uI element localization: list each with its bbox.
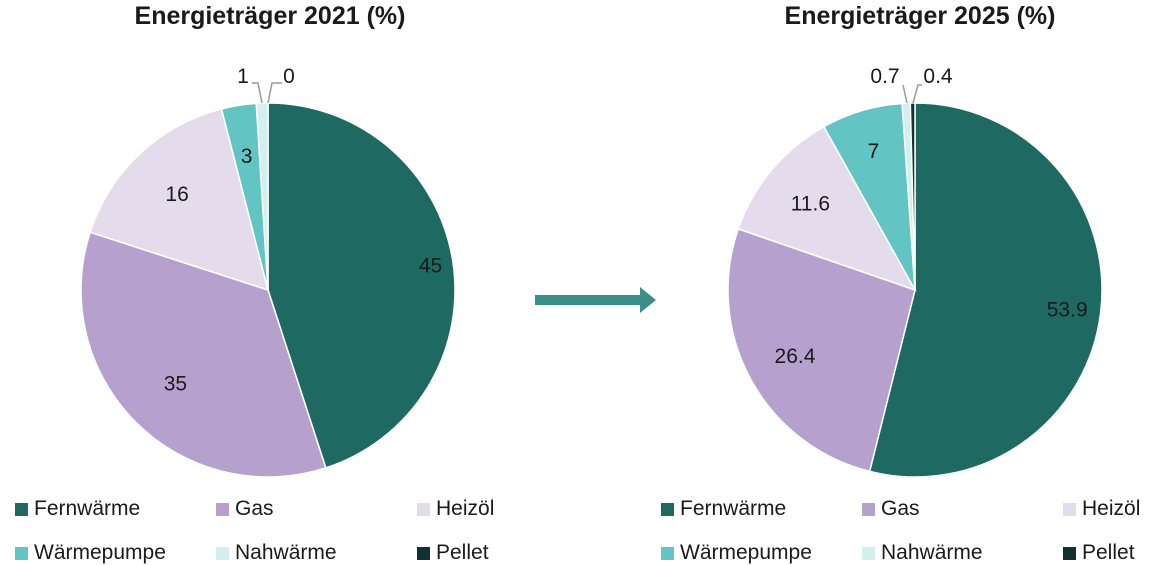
legend-label: Gas [881, 497, 920, 520]
legend-label: Nahwärme [235, 541, 337, 564]
data-label-nahwaerme-2021: 1 [237, 65, 249, 88]
pie-2025: 53.9 26.4 11.6 7 0.7 0.4 [727, 65, 1103, 478]
data-label-fernwaerme-2025: 53.9 [1047, 299, 1088, 322]
legend-label: Heizöl [1082, 497, 1141, 520]
data-label-gas-2021: 35 [164, 373, 187, 396]
pie-slice-gas-2021 [80, 231, 327, 478]
data-label-heizoel-2025: 11.6 [791, 192, 830, 215]
legend-label: Pellet [436, 541, 489, 564]
legend-swatch [661, 546, 674, 560]
legend-item-gas-2025: Gas [862, 497, 920, 521]
legend-label: Nahwärme [881, 541, 983, 564]
arrow-right-icon [535, 287, 656, 313]
legend-item-heizoel-2021: Heizöl [417, 497, 494, 521]
legend-swatch [15, 546, 28, 560]
pie-slice-heizoel-2021 [89, 107, 270, 292]
pie-slice-fernwaerme-2025 [868, 102, 1103, 478]
legend-label: Gas [235, 497, 274, 520]
legend-item-nahwaerme-2025: Nahwärme [862, 541, 983, 565]
leader-line-nahwaerme-2025 [902, 84, 908, 104]
pie-slice-pellet-2025 [909, 102, 916, 291]
data-label-pellet-2021: 0 [283, 65, 295, 88]
legend-item-pellet-2025: Pellet [1063, 541, 1135, 565]
legend-swatch [862, 546, 875, 560]
legend-item-waermepumpe-2021: Wärmepumpe [15, 541, 166, 565]
legend-swatch [1063, 546, 1076, 560]
pie-slice-fernwaerme-2021 [267, 102, 456, 469]
data-label-pellet-2025: 0.4 [923, 65, 953, 88]
leader-line-pellet-2021 [267, 82, 282, 104]
legend-swatch [216, 546, 229, 560]
data-label-heizoel-2021: 16 [165, 183, 188, 206]
legend-item-fernwaerme-2025: Fernwärme [661, 497, 786, 521]
data-label-waermepumpe-2021: 3 [241, 145, 253, 168]
pie-2021: 45 35 16 3 1 0 [80, 65, 456, 478]
chart-title-2025: Energieträger 2025 (%) [784, 2, 1056, 30]
legend-swatch [417, 546, 430, 560]
pie-slice-heizoel-2025 [737, 125, 917, 292]
data-label-fernwaerme-2021: 45 [419, 254, 442, 277]
data-label-gas-2025: 26.4 [775, 345, 816, 368]
pie-slice-nahwaerme-2021 [255, 102, 269, 291]
legend-swatch [661, 502, 674, 516]
legend-label: Fernwärme [680, 497, 787, 520]
legend-item-gas-2021: Gas [216, 497, 274, 521]
legend-item-fernwaerme-2021: Fernwärme [15, 497, 140, 521]
legend-label: Heizöl [436, 497, 495, 520]
legend-label: Wärmepumpe [680, 541, 812, 564]
legend-label: Pellet [1082, 541, 1135, 564]
legend-label: Fernwärme [34, 497, 141, 520]
leader-line-nahwaerme-2021 [252, 82, 263, 104]
legend-item-heizoel-2025: Heizöl [1063, 497, 1140, 521]
legend-swatch [1063, 502, 1076, 516]
legend-swatch [417, 502, 430, 516]
legend-item-waermepumpe-2025: Wärmepumpe [661, 541, 812, 565]
legend-swatch [862, 502, 875, 516]
data-label-nahwaerme-2025: 0.7 [870, 65, 899, 88]
legend-item-nahwaerme-2021: Nahwärme [216, 541, 337, 565]
chart-title-2021: Energieträger 2021 (%) [134, 2, 406, 30]
data-label-waermepumpe-2025: 7 [868, 140, 880, 163]
legend-swatch [216, 502, 229, 516]
legend-item-pellet-2021: Pellet [417, 541, 489, 565]
pie-slice-gas-2025 [727, 227, 916, 473]
leader-line-pellet-2025 [912, 84, 922, 104]
legend-swatch [15, 502, 28, 516]
legend-label: Wärmepumpe [34, 541, 166, 564]
